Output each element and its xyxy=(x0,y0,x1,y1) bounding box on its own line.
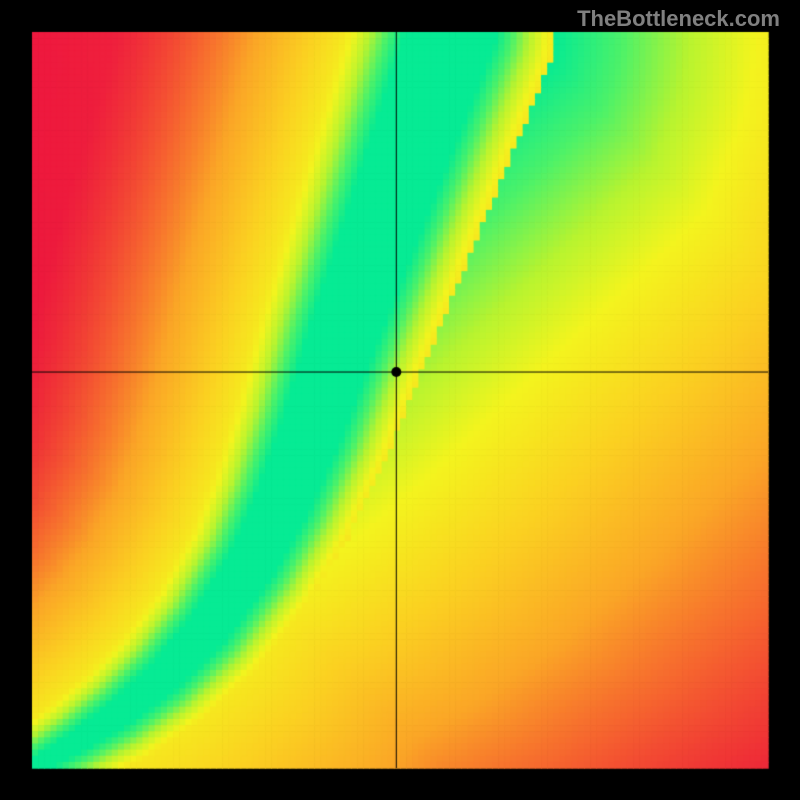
heatmap-canvas xyxy=(0,0,800,800)
watermark: TheBottleneck.com xyxy=(577,6,780,32)
chart-container: TheBottleneck.com xyxy=(0,0,800,800)
